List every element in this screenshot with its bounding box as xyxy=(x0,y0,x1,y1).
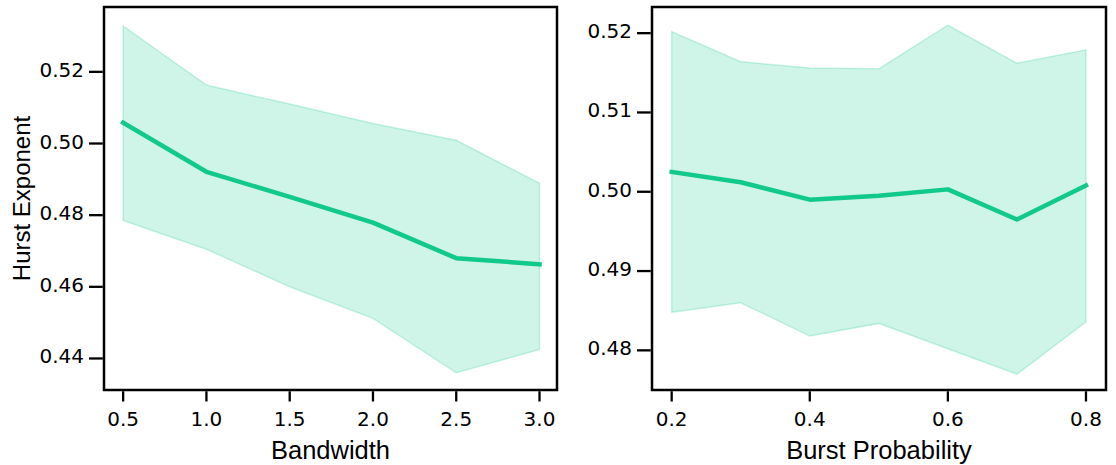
x-axis-label: Burst Probability xyxy=(786,436,972,464)
y-axis-label: Hurst Exponent xyxy=(8,115,35,281)
y-tick-label: 0.48 xyxy=(39,201,84,225)
x-tick-label: 3.0 xyxy=(524,407,556,431)
x-tick-label: 0.6 xyxy=(932,407,964,431)
y-tick-label: 0.52 xyxy=(39,58,84,82)
line-charts: 0.5 1.0 1.5 2.0 2.5 3.0 0.44 0.46 0.48 0.50 0.52 Ba… xyxy=(0,0,1116,465)
x-tick-label: 2.5 xyxy=(440,407,472,431)
y-tick-label: 0.49 xyxy=(587,257,632,281)
y-tick-label: 0.50 xyxy=(39,130,84,154)
y-tick-label: 0.52 xyxy=(587,19,632,43)
figure: 0.5 1.0 1.5 2.0 2.5 3.0 0.44 0.46 0.48 0.50 0.52 Ba… xyxy=(0,0,1116,465)
y-tick-label: 0.51 xyxy=(587,98,632,122)
x-tick-label: 1.0 xyxy=(191,407,223,431)
x-tick-label: 2.0 xyxy=(357,407,389,431)
y-tick-label: 0.44 xyxy=(39,344,84,368)
x-axis-label: Bandwidth xyxy=(271,436,390,464)
bandwidth-chart: 0.5 1.0 1.5 2.0 2.5 3.0 0.44 0.46 0.48 0.50 0.52 Ba… xyxy=(8,7,558,464)
y-tick-label: 0.46 xyxy=(39,273,84,297)
x-tick-label: 0.4 xyxy=(794,407,826,431)
y-tick-label: 0.48 xyxy=(587,336,632,360)
x-tick-label: 0.2 xyxy=(656,407,688,431)
burst-probability-chart: 0.2 0.4 0.6 0.8 0.48 0.49 0.50 0.51 0.52 Burst Pr… xyxy=(587,7,1106,464)
y-tick-label: 0.50 xyxy=(587,178,632,202)
x-tick-label: 0.8 xyxy=(1070,407,1102,431)
x-tick-label: 1.5 xyxy=(274,407,306,431)
confidence-band xyxy=(123,26,539,373)
x-tick-label: 0.5 xyxy=(107,407,139,431)
confidence-band xyxy=(672,25,1086,374)
